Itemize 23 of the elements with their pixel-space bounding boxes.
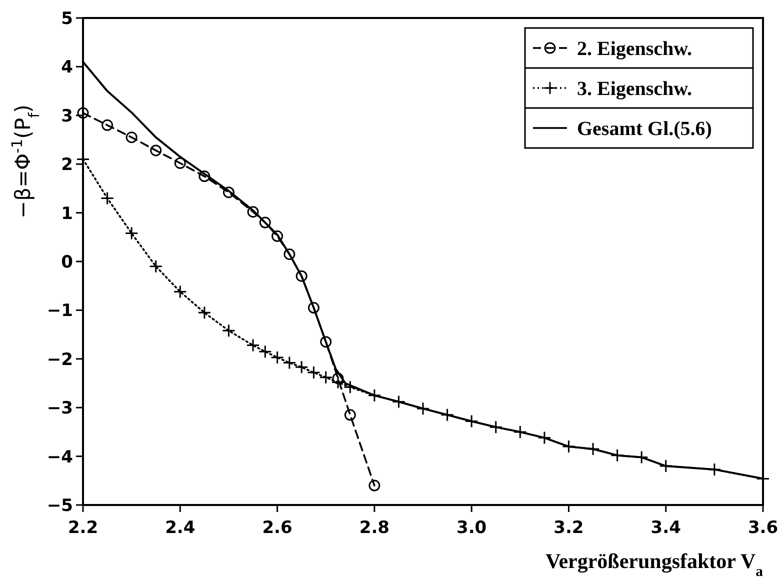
x-tick-label: 2.2	[68, 518, 98, 538]
y-tick-label: −2	[46, 350, 73, 370]
x-tick-label: 2.6	[262, 518, 292, 538]
x-tick-label: 3.0	[456, 518, 487, 538]
legend-label: 2. Eigenschw.	[577, 38, 692, 60]
x-tick-label: 3.4	[650, 518, 682, 538]
y-tick-label: 4	[61, 58, 74, 78]
x-axis-title: Vergrößerungsfaktor V$_{a}$	[545, 549, 764, 580]
x-tick-label: 2.8	[359, 518, 390, 538]
y-tick-label: 2	[61, 155, 73, 176]
y-tick-label: −3	[46, 398, 73, 419]
y-tick-label: 3	[61, 106, 73, 126]
y-tick-label: 5	[61, 8, 73, 29]
x-tick-label: 2.4	[165, 518, 196, 538]
y-tick-label: −5	[46, 496, 73, 516]
x-tick-label: 3.6	[748, 518, 778, 538]
legend-label: Gesamt Gl.(5.6)	[577, 118, 712, 140]
x-tick-label: 3.2	[554, 518, 584, 538]
legend-label: 3. Eigenschw.	[577, 78, 692, 100]
y-tick-label: 1	[61, 204, 73, 224]
y-tick-label: 0	[61, 252, 74, 272]
y-tick-label: −1	[46, 301, 73, 322]
y-tick-label: −4	[46, 447, 74, 468]
